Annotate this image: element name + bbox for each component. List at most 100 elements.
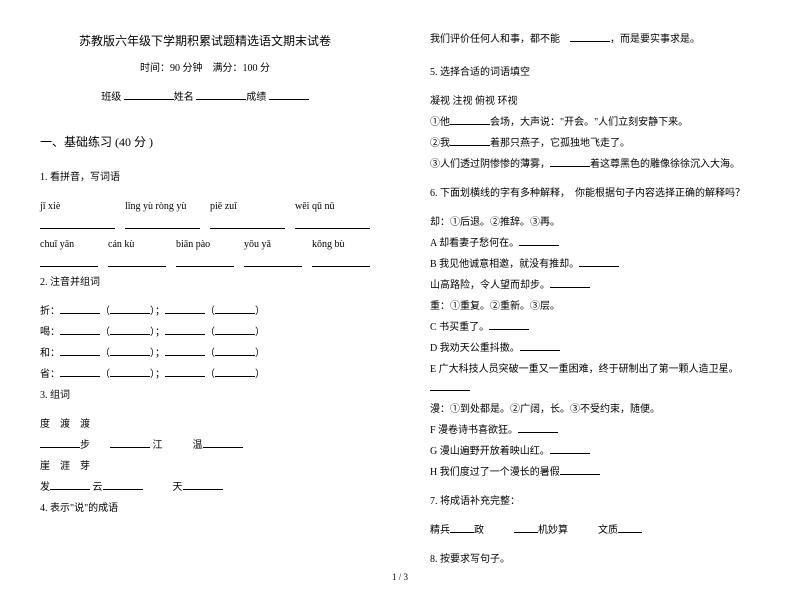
grade-label: 成绩 [246,92,266,103]
question-4: 4. 表示"说"的成语 [40,499,370,518]
blank[interactable] [110,345,150,356]
blank[interactable] [165,366,205,377]
question-1: 1. 看拼音，写词语 [40,168,370,187]
blank[interactable] [519,235,559,246]
blank[interactable] [618,522,642,533]
blank[interactable] [210,218,285,229]
blank[interactable] [165,345,205,356]
blank[interactable] [40,256,98,267]
blank[interactable] [550,277,590,288]
blank[interactable] [450,522,474,533]
blank[interactable] [312,256,370,267]
text: ①他 [430,117,450,128]
q1-num: 1. [40,172,48,183]
text: C 书买重了。 [430,322,489,333]
char: 发 [40,482,50,493]
text: D 我劝天公重抖擞。 [430,343,520,354]
char: 温 [193,440,203,451]
blank[interactable] [450,135,490,146]
char: 省： [40,369,60,380]
blank[interactable] [60,324,100,335]
blank[interactable] [450,114,490,125]
q6-h: H 我们度过了一个漫长的暑假 [430,463,760,482]
blank[interactable] [125,218,200,229]
blank[interactable] [50,479,90,490]
pinyin: chuī yān [40,235,98,254]
blank[interactable] [244,256,302,267]
blank[interactable] [295,218,370,229]
blank[interactable] [60,345,100,356]
blank[interactable] [183,479,223,490]
q1-blank-row1 [40,218,370,229]
blank[interactable] [550,156,590,167]
blank[interactable] [165,324,205,335]
q6-a: A 却看妻子愁何在。 [430,234,760,253]
time-label: 时间： [140,63,170,74]
grade-blank[interactable] [269,89,309,100]
blank[interactable] [40,437,80,448]
class-label: 班级 [101,92,121,103]
blank[interactable] [103,479,143,490]
blank[interactable] [108,256,166,267]
blank[interactable] [215,345,255,356]
blank[interactable] [110,437,150,448]
blank[interactable] [514,522,538,533]
blank[interactable] [215,366,255,377]
blank[interactable] [489,319,529,330]
q3-row: 崖 涯 芽 [40,457,370,476]
q7-text: 将成语补充完整： [440,496,520,507]
blank[interactable] [110,324,150,335]
q6-e: E 广大科技人员突破一重又一重困难，终于研制出了第一颗人造卫星。 [430,360,760,398]
q6-text: 下面划横线的字有多种解释， 你能根据句子内容选择正确的解释吗？ [440,188,745,199]
blank[interactable] [110,366,150,377]
class-blank[interactable] [124,89,174,100]
blank[interactable] [215,324,255,335]
q7-num: 7. [430,496,438,507]
blank[interactable] [203,437,243,448]
q2-num: 2. [40,277,48,288]
text: F 漫卷诗书喜欲狂。 [430,425,518,436]
q5-num: 5. [430,67,438,78]
q6-g4: 漫：①到处都是。②广阔，长。③不受约束，随便。 [430,400,760,419]
blank[interactable] [110,303,150,314]
student-info: 班级 姓名 成绩 [40,88,370,107]
score-val: 100 分 [243,63,271,74]
question-5: 5. 选择合适的词语填空 [430,63,760,82]
text: 我们评价任何人和事，都不能 [430,34,560,45]
q1-text: 看拼音，写词语 [50,172,120,183]
blank[interactable] [60,366,100,377]
text: ②我 [430,138,450,149]
q5-words: 凝视 注视 俯视 环视 [430,92,760,111]
char: 江 [153,440,163,451]
q6-b: B 我见他诚意相邀，就没有推却。 [430,255,760,274]
char: 折： [40,306,60,317]
blank[interactable] [40,218,115,229]
blank[interactable] [60,303,100,314]
text: 着那只燕子，它孤独地飞走了。 [490,138,630,149]
blank[interactable] [165,303,205,314]
time-val: 90 分钟 [170,63,203,74]
q3-row: 步 江 温 [40,436,370,455]
blank[interactable] [520,340,560,351]
score-label: 满分： [213,63,243,74]
q1-blank-row2 [40,256,370,267]
blank[interactable] [570,31,610,42]
q6-d: D 我劝天公重抖擞。 [430,339,760,358]
pinyin: wēi qū nǔ [295,197,370,216]
blank[interactable] [560,464,600,475]
blank[interactable] [518,422,558,433]
blank[interactable] [550,443,590,454]
blank[interactable] [176,256,234,267]
text: 精兵 [430,525,450,536]
q2-text: 注音并组词 [50,277,100,288]
text: ，而是要实事求是。 [610,34,700,45]
blank[interactable] [215,303,255,314]
text: ③人们透过阴惨惨的薄雾， [430,159,550,170]
blank[interactable] [579,256,619,267]
text: 政 [474,525,484,536]
q5-text: 选择合适的词语填空 [440,67,530,78]
q6-g3: 重：①重复。②重新。③层。 [430,297,760,316]
char: 喝： [40,327,60,338]
blank[interactable] [430,380,470,391]
name-blank[interactable] [196,89,246,100]
